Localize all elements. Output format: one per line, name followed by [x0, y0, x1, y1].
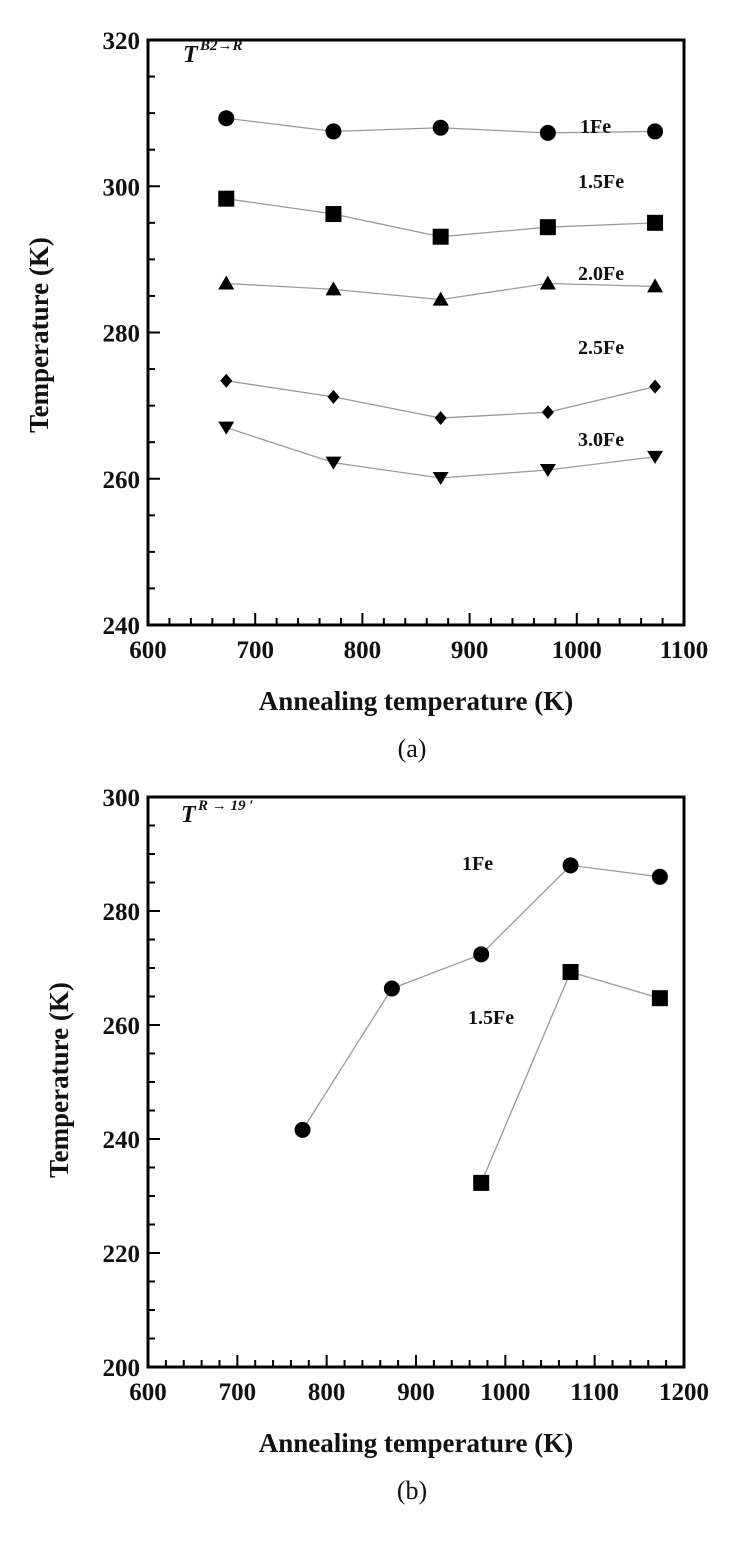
- data-point: [562, 857, 579, 874]
- x-axis-title: Annealing temperature (K): [259, 686, 573, 716]
- data-point: [647, 123, 664, 140]
- x-tick-label: 1100: [660, 637, 709, 664]
- data-point: [647, 278, 664, 293]
- data-point: [432, 119, 449, 136]
- data-point: [651, 868, 668, 885]
- x-tick-label: 600: [129, 1379, 167, 1406]
- y-tick-label: 300: [103, 785, 141, 812]
- data-point: [539, 219, 556, 236]
- data-point: [325, 456, 342, 470]
- data-point: [562, 963, 579, 980]
- x-tick-label: 600: [129, 637, 167, 664]
- series-line-1.5Fe: [480, 971, 661, 1184]
- y-axis-title: Temperature (K): [24, 237, 54, 433]
- x-tick-label: 900: [397, 1379, 435, 1406]
- y-tick-label: 260: [103, 467, 141, 494]
- data-point: [539, 463, 556, 477]
- series-line-1Fe: [301, 864, 660, 1131]
- series-label: 1Fe: [462, 853, 493, 875]
- data-point: [218, 190, 235, 207]
- x-axis-title: Annealing temperature (K): [259, 1428, 573, 1458]
- data-point: [432, 291, 449, 306]
- data-point: [541, 405, 554, 420]
- x-tick-label: 700: [219, 1379, 257, 1406]
- series-label: 1Fe: [580, 116, 611, 138]
- y-tick-label: 220: [103, 1241, 141, 1268]
- x-tick-label: 700: [236, 637, 274, 664]
- data-point: [473, 946, 490, 963]
- data-point: [434, 411, 447, 426]
- y-tick-label: 240: [103, 1127, 141, 1154]
- data-point: [647, 450, 664, 464]
- y-tick-label: 260: [103, 1013, 141, 1040]
- plot-frame: [146, 795, 686, 1369]
- data-point: [220, 373, 233, 388]
- data-point: [539, 124, 556, 141]
- data-point: [327, 389, 340, 404]
- transition-annotation-base: T: [183, 42, 199, 68]
- y-axis-title: Temperature (K): [44, 982, 74, 1178]
- chart-panel-b: 600 700 800 900 1000 1100 1200 200 220 240 260 280 3…: [44, 785, 709, 1505]
- data-point: [218, 421, 235, 435]
- series-label: 2.0Fe: [578, 263, 624, 285]
- panel-caption: (a): [398, 734, 427, 763]
- y-tick-label: 280: [103, 321, 141, 348]
- y-tick-label: 320: [103, 28, 141, 55]
- transition-annotation-base: T: [181, 802, 197, 828]
- data-point: [647, 214, 664, 231]
- y-tick-label: 280: [103, 899, 141, 926]
- data-point: [325, 281, 342, 296]
- series-label: 2.5Fe: [578, 337, 624, 359]
- x-tick-label: 1000: [552, 637, 602, 664]
- data-point: [294, 1121, 311, 1138]
- data-point: [325, 206, 342, 223]
- x-tick-label: 900: [451, 637, 489, 664]
- x-tick-label: 1000: [480, 1379, 530, 1406]
- data-point: [325, 123, 342, 140]
- transition-annotation-sup: R → 19 ′: [197, 798, 253, 814]
- panel-caption: (b): [397, 1476, 427, 1505]
- series-label: 1.5Fe: [468, 1007, 514, 1029]
- series-label: 3.0Fe: [578, 429, 624, 451]
- data-point: [432, 228, 449, 245]
- data-point: [651, 990, 668, 1007]
- data-point: [539, 275, 556, 290]
- x-tick-label: 800: [308, 1379, 346, 1406]
- chart-panel-a: 600 700 800 900 1000 1100 240 260 280 300 320 Annea…: [24, 28, 708, 763]
- data-point: [432, 472, 449, 486]
- data-point: [473, 1174, 490, 1191]
- x-tick-label: 800: [344, 637, 382, 664]
- y-tick-label: 300: [103, 174, 141, 201]
- data-point: [383, 980, 400, 997]
- data-point: [649, 379, 662, 394]
- data-point: [218, 110, 235, 127]
- x-tick-label: 1200: [659, 1379, 709, 1406]
- transition-annotation-sup: B2→R: [199, 38, 243, 54]
- x-tick-label: 1100: [570, 1379, 619, 1406]
- y-tick-label: 240: [103, 613, 141, 640]
- series-label: 1.5Fe: [578, 171, 624, 193]
- y-tick-label: 200: [103, 1355, 141, 1382]
- data-point: [218, 275, 235, 290]
